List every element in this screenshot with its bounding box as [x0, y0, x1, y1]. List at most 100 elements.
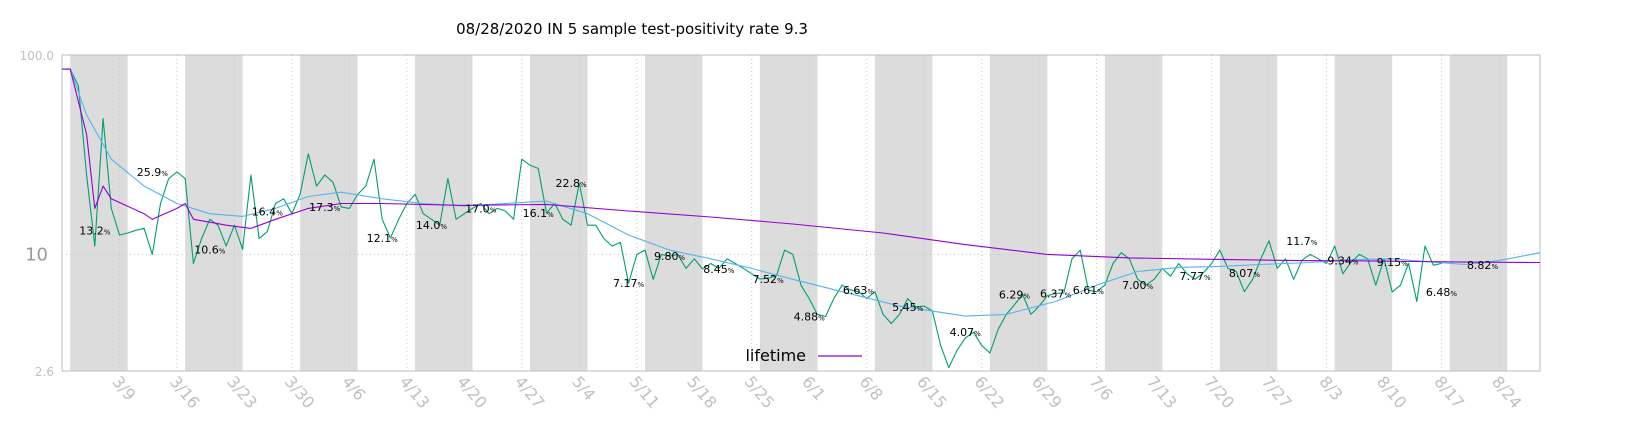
series-line-lifetime	[62, 68, 1541, 264]
data-label: 9.80%	[654, 250, 686, 263]
data-label: 9.34%	[1327, 254, 1359, 267]
data-label-value: 17.3	[309, 201, 334, 214]
data-label: 4.07%	[950, 326, 982, 339]
data-label-value: 9.34	[1327, 254, 1352, 267]
data-label-unit: %	[974, 330, 981, 338]
data-label: 7.17%	[613, 277, 645, 290]
series-line	[62, 68, 1541, 317]
data-label-value: 13.2	[79, 224, 104, 237]
data-label-value: 8.45	[703, 263, 728, 276]
x-tick-label: 6/22	[971, 372, 1009, 412]
y-axis: 100.0 10 2.6	[20, 49, 54, 379]
data-label-value: 9.15	[1377, 256, 1402, 269]
data-label: 6.63%	[843, 284, 875, 297]
data-label-value: 12.1	[367, 232, 392, 245]
x-tick-label: 5/4	[568, 372, 599, 404]
y-tick-label: 2.6	[35, 365, 54, 379]
data-label-value: 6.63	[843, 284, 868, 297]
data-label-value: 4.88	[794, 310, 819, 323]
week-band	[530, 55, 588, 371]
data-label: 17.3%	[309, 201, 341, 214]
x-tick-label: 4/13	[396, 372, 434, 412]
data-label-unit: %	[637, 281, 644, 289]
data-label: 6.29%	[999, 289, 1031, 302]
x-tick-label: 3/30	[281, 372, 319, 412]
data-label-unit: %	[1352, 258, 1359, 266]
data-label-value: 5.45	[892, 301, 917, 314]
data-label-unit: %	[1311, 239, 1318, 247]
x-tick-label: 4/20	[453, 372, 491, 412]
y-tick-label: 10	[25, 244, 48, 265]
data-label: 14.0%	[416, 219, 448, 232]
x-tick-label: 5/18	[683, 372, 721, 412]
x-tick-label: 7/27	[1258, 372, 1296, 412]
data-label-value: 16.1	[523, 207, 548, 220]
data-label-value: 7.00	[1122, 279, 1147, 292]
data-label-unit: %	[1450, 290, 1457, 298]
data-label-unit: %	[334, 205, 341, 213]
week-band	[1334, 55, 1393, 371]
week-band	[874, 55, 933, 371]
legend: lifetime	[745, 346, 862, 365]
data-label: 6.61%	[1073, 284, 1105, 297]
x-tick-label: 3/16	[166, 372, 204, 412]
data-label-value: 7.52	[753, 273, 778, 286]
data-label-value: 6.61	[1073, 284, 1098, 297]
data-label-unit: %	[391, 236, 398, 244]
data-label-unit: %	[219, 247, 226, 255]
x-tick-label: 4/27	[511, 372, 549, 412]
data-label-unit: %	[580, 181, 587, 189]
data-label-value: 8.82	[1467, 259, 1492, 272]
data-label-unit: %	[679, 254, 686, 262]
x-axis: 3/9 3/16 3/23 3/30 4/6 4/13 4/20 4/27 5/4 5/11 5/1…	[108, 372, 1525, 412]
x-tick-label: 8/3	[1315, 372, 1346, 404]
data-label-value: 4.07	[950, 326, 975, 339]
week-band	[185, 55, 243, 371]
data-label-unit: %	[1147, 283, 1154, 291]
grid-lines	[62, 54, 1540, 372]
data-label-unit: %	[547, 211, 554, 219]
data-label-unit: %	[917, 305, 924, 313]
data-label: 16.4%	[252, 206, 284, 219]
data-label-value: 22.8	[556, 177, 581, 190]
x-tick-label: 7/6	[1086, 372, 1117, 404]
data-label: 17.0%	[465, 202, 497, 215]
data-label-unit: %	[1064, 291, 1071, 299]
x-tick-label: 8/24	[1488, 372, 1526, 412]
week-band	[1219, 55, 1278, 371]
data-label: 12.1%	[367, 232, 399, 245]
x-tick-label: 7/20	[1200, 372, 1238, 412]
data-label-unit: %	[818, 314, 825, 322]
data-label-value: 17.0	[465, 202, 490, 215]
data-label: 10.6%	[194, 243, 226, 256]
data-label-value: 7.77	[1180, 270, 1205, 283]
x-tick-label: 5/11	[626, 372, 664, 412]
data-label: 6.37%	[1040, 287, 1072, 300]
data-label: 25.9%	[137, 166, 169, 179]
data-label-value: 7.17	[613, 277, 638, 290]
data-label: 22.8%	[556, 177, 588, 190]
x-tick-label: 6/8	[856, 372, 887, 404]
data-label-value: 11.7	[1286, 235, 1311, 248]
data-label-unit: %	[1253, 271, 1260, 279]
data-label: 7.00%	[1122, 279, 1154, 292]
chart-title: 08/28/2020 IN 5 sample test-positivity r…	[456, 20, 808, 38]
x-tick-label: 3/9	[108, 372, 139, 404]
data-label: 13.2%	[79, 224, 111, 237]
data-label: 4.88%	[794, 310, 826, 323]
x-tick-label: 7/13	[1143, 372, 1181, 412]
data-label-unit: %	[1491, 263, 1498, 271]
week-band	[759, 55, 818, 371]
data-label-value: 25.9	[137, 166, 162, 179]
x-tick-label: 5/25	[741, 372, 779, 412]
data-label-unit: %	[867, 288, 874, 296]
week-band	[415, 55, 473, 371]
data-label-unit: %	[1097, 288, 1104, 296]
week-band	[1449, 55, 1508, 371]
data-label: 9.15%	[1377, 256, 1409, 269]
data-label-unit: %	[728, 267, 735, 275]
data-label-unit: %	[777, 277, 784, 285]
x-tick-label: 8/17	[1430, 372, 1468, 412]
week-band	[300, 55, 358, 371]
